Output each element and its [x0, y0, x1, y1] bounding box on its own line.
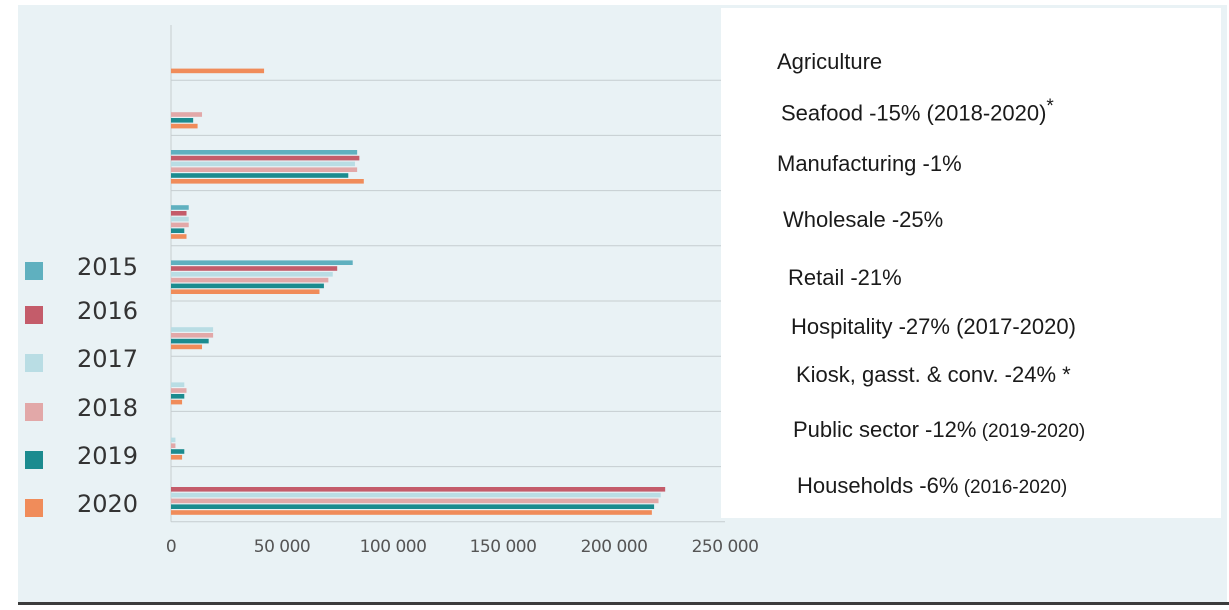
annotation-hospitality: Hospitality -27% (2017-2020) [791, 314, 1076, 340]
legend-label-2018: 2018 [77, 394, 139, 422]
bar-2019 [171, 504, 655, 509]
legend-swatch-2017 [25, 354, 43, 372]
bar-2020 [171, 179, 364, 184]
legend-swatch-2019 [25, 451, 43, 469]
bar-2016 [171, 487, 666, 492]
legend-item-2020: 2020 [25, 490, 185, 524]
legend-swatch-2018 [25, 403, 43, 421]
legend-label-2020: 2020 [77, 490, 139, 518]
bar-2016 [171, 211, 187, 216]
annotation-text: Wholesale -25% [783, 207, 944, 232]
bar-2019 [171, 283, 324, 289]
annotation-households: Households -6% (2016-2020) [797, 473, 1067, 499]
legend-swatch-2020 [25, 499, 43, 517]
bar-2018 [171, 277, 329, 283]
bar-2016 [171, 155, 360, 161]
legend-item-2016: 2016 [25, 297, 185, 331]
bar-2020 [171, 510, 652, 515]
legend-swatch-2015 [25, 262, 43, 280]
bar-2018 [171, 498, 659, 504]
annotation-text: Seafood -15% (2018-2020) [781, 100, 1047, 126]
bar-2015 [171, 205, 189, 210]
legend-item-2015: 2015 [25, 253, 185, 287]
legend-item-2018: 2018 [25, 394, 185, 428]
legend-swatch-2016 [25, 306, 43, 324]
x-tick-label: 150 000 [469, 537, 537, 557]
bar-2019 [171, 338, 209, 344]
legend-label-2015: 2015 [77, 253, 139, 281]
annotation-wholesale: Wholesale -25% [783, 207, 943, 233]
bar-2017 [171, 492, 661, 498]
bar-2020 [171, 123, 198, 129]
annotation-period: (2019-2020) [976, 421, 1086, 442]
bar-2020 [171, 399, 183, 405]
bottom-border [18, 602, 1229, 605]
bar-2019 [171, 394, 185, 399]
annotation-public-sector: Public sector -12% (2019-2020) [793, 417, 1085, 443]
bar-2015 [171, 260, 353, 265]
bar-2019 [171, 173, 349, 178]
bar-2020 [171, 234, 187, 239]
x-tick-label: 200 000 [580, 537, 648, 557]
bar-2019 [171, 449, 185, 454]
bar-2018 [171, 112, 203, 117]
bar-2018 [171, 443, 176, 448]
annotation-agriculture: Agriculture [777, 49, 882, 75]
bar-2017 [171, 161, 355, 167]
bar-2017 [171, 216, 189, 222]
bar-2019 [171, 228, 185, 233]
bar-2018 [171, 333, 214, 338]
bar-2018 [171, 222, 189, 228]
legend-label-2017: 2017 [77, 345, 139, 373]
annotation-text: Households -6% [797, 473, 959, 498]
bar-2020 [171, 289, 320, 294]
bar-2017 [171, 327, 214, 332]
annotation-kiosk: Kiosk, gasst. & conv. -24% * [796, 362, 1071, 388]
x-tick-label: 250 000 [691, 537, 759, 557]
legend-item-2017: 2017 [25, 345, 185, 379]
annotation-manufacturing: Manufacturing -1% [777, 151, 962, 177]
annotation-text: Hospitality -27% (2017-2020) [791, 314, 1076, 339]
x-tick-label: 0 [165, 537, 177, 557]
annotation-footnote-mark: * [1046, 96, 1054, 117]
annotation-seafood: Seafood -15% (2018-2020)* [781, 96, 1054, 126]
annotation-panel: Agriculture Seafood -15% (2018-2020)* Ma… [721, 8, 1221, 518]
annotation-text: Manufacturing -1% [777, 151, 962, 176]
legend-label-2016: 2016 [77, 297, 139, 325]
annotation-retail: Retail -21% [788, 265, 902, 291]
annotation-text: Public sector -12% [793, 417, 977, 442]
legend-item-2019: 2019 [25, 442, 185, 476]
bar-2017 [171, 437, 176, 443]
legend-label-2019: 2019 [77, 442, 139, 470]
bar-2018 [171, 167, 358, 172]
annotation-text: Retail -21% [788, 265, 902, 290]
annotation-text: Kiosk, gasst. & conv. -24% * [796, 362, 1071, 387]
x-tick-label: 50 000 [253, 537, 311, 557]
bar-2016 [171, 266, 338, 271]
bar-2017 [171, 382, 185, 387]
bar-2020 [171, 68, 265, 74]
annotation-text: Agriculture [777, 49, 883, 74]
bar-2018 [171, 388, 187, 393]
bar-2017 [171, 272, 333, 277]
bar-2019 [171, 118, 194, 123]
bar-2020 [171, 344, 203, 350]
annotation-period: (2016-2020) [958, 477, 1068, 498]
x-tick-label: 100 000 [359, 537, 427, 557]
bar-2020 [171, 455, 183, 460]
bar-2015 [171, 150, 358, 155]
